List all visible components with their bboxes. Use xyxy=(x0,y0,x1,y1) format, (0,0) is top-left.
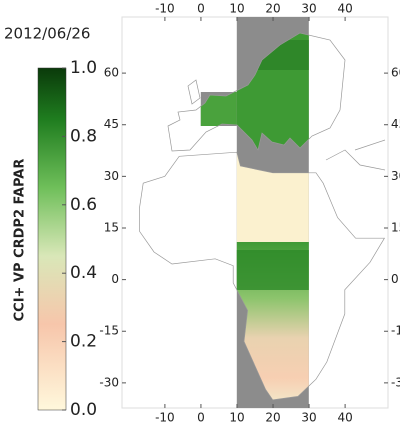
colorbar-tick-label: 0.8 xyxy=(70,126,97,146)
y-tick-label: 0 xyxy=(111,272,119,286)
y-tick-label: 45 xyxy=(391,117,400,131)
y-tick-label: 15 xyxy=(104,220,119,234)
colorbar-tick-label: 1.0 xyxy=(70,58,97,78)
colorbar-tick-label: 0.4 xyxy=(70,263,97,283)
x-tick-label: 30 xyxy=(301,411,316,425)
x-tick-label: 0 xyxy=(197,2,205,16)
coastline xyxy=(167,32,386,171)
date-label: 2012/06/26 xyxy=(4,25,90,43)
y-tick-label: 30 xyxy=(391,169,400,183)
x-tick-label: 20 xyxy=(265,2,280,16)
coastline xyxy=(139,151,386,401)
y-tick-label: 15 xyxy=(391,220,400,234)
colorbar-label: CCI+ VP CRDP2 FAPAR xyxy=(13,159,28,322)
x-tick-label: 40 xyxy=(337,411,352,425)
x-tick-label: 10 xyxy=(229,411,244,425)
x-tick-label: 10 xyxy=(229,2,244,16)
y-tick-label: -15 xyxy=(99,324,119,338)
y-tick-label: 60 xyxy=(391,66,400,80)
y-tick-label: 60 xyxy=(104,66,119,80)
x-tick-label: 0 xyxy=(197,411,205,425)
x-tick-label: 30 xyxy=(301,2,316,16)
y-tick-label: -15 xyxy=(391,324,400,338)
colorbar-tick-label: 0.6 xyxy=(70,195,97,215)
y-tick-label: 0 xyxy=(391,272,399,286)
colorbar xyxy=(37,67,67,411)
colorbar-tick-label: 0.2 xyxy=(70,332,97,352)
y-tick-label: -30 xyxy=(99,375,119,389)
x-tick-label: 20 xyxy=(265,411,280,425)
x-tick-label: 40 xyxy=(337,2,352,16)
x-tick-label: -10 xyxy=(155,2,175,16)
y-tick-label: 45 xyxy=(104,117,119,131)
x-tick-label: -10 xyxy=(155,411,175,425)
colorbar-tick-label: 0.0 xyxy=(70,400,97,420)
y-tick-label: -30 xyxy=(391,375,400,389)
y-tick-label: 30 xyxy=(104,169,119,183)
